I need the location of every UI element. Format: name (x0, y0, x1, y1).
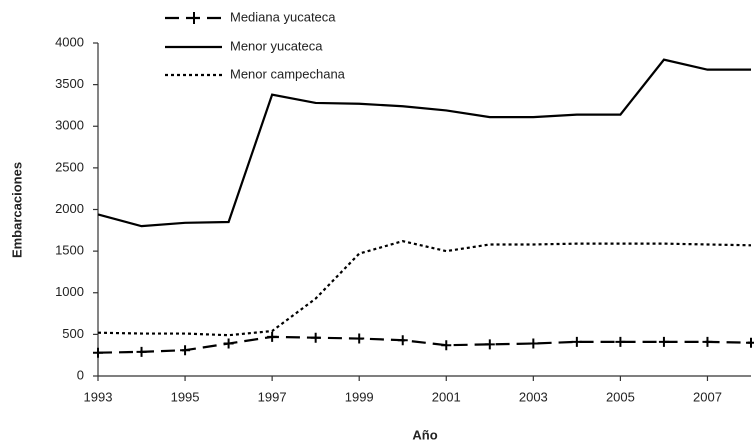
marker (658, 336, 669, 347)
marker (180, 345, 191, 356)
line (97, 58, 751, 228)
y-tick-label: 3000 (55, 118, 84, 133)
marker (223, 338, 234, 349)
y-tick-label: 3500 (55, 76, 84, 91)
y-tick-label: 1000 (55, 284, 84, 299)
legend-label: Menor campechana (230, 66, 346, 81)
y-axis-label: Embarcaciones (9, 162, 24, 258)
x-tick-label: 1997 (258, 389, 287, 404)
x-tick-label: 2003 (519, 389, 548, 404)
line (97, 335, 752, 354)
marker (571, 336, 582, 347)
x-tick-label: 2005 (606, 389, 635, 404)
y-tick-label: 1500 (55, 243, 84, 258)
x-axis-label: Año (412, 427, 437, 442)
marker (615, 336, 626, 347)
y-tick-label: 4000 (55, 34, 84, 49)
legend-label: Mediana yucateca (230, 9, 336, 24)
x-tick-label: 2007 (693, 389, 722, 404)
legend-label: Menor yucateca (230, 38, 323, 53)
marker (746, 337, 754, 348)
marker (93, 347, 103, 358)
marker (702, 336, 713, 347)
line (97, 239, 752, 337)
marker (354, 333, 365, 344)
x-tick-label: 1995 (171, 389, 200, 404)
y-tick-label: 2500 (55, 159, 84, 174)
marker (136, 346, 147, 357)
marker (310, 332, 321, 343)
x-tick-label: 1993 (84, 389, 113, 404)
y-tick-label: 2000 (55, 201, 84, 216)
marker (441, 340, 452, 351)
marker (267, 331, 278, 342)
legend-marker (188, 12, 200, 24)
marker (397, 335, 408, 346)
x-tick-label: 2001 (432, 389, 461, 404)
x-tick-label: 1999 (345, 389, 374, 404)
y-tick-label: 500 (62, 326, 84, 341)
y-tick-label: 0 (77, 367, 84, 382)
marker (484, 339, 495, 350)
marker (528, 338, 539, 349)
